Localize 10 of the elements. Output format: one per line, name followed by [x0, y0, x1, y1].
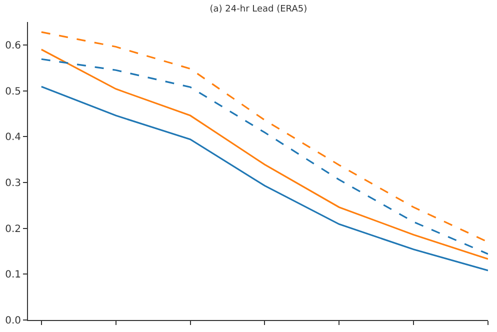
line-series: [40, 31, 488, 243]
y-tick-label: 0.1: [5, 270, 21, 281]
line-series: [40, 86, 488, 272]
y-tick-label: 0.4: [5, 132, 21, 144]
y-tick-label: 0.0: [5, 316, 21, 326]
y-tick-label: 0.2: [5, 224, 21, 235]
y-tick-label: 0.3: [5, 178, 21, 189]
chart-title: (a) 24-hr Lead (ERA5): [210, 4, 308, 14]
y-tick-label: 0.5: [5, 86, 21, 98]
y-tick-label: 0.6: [5, 40, 21, 52]
